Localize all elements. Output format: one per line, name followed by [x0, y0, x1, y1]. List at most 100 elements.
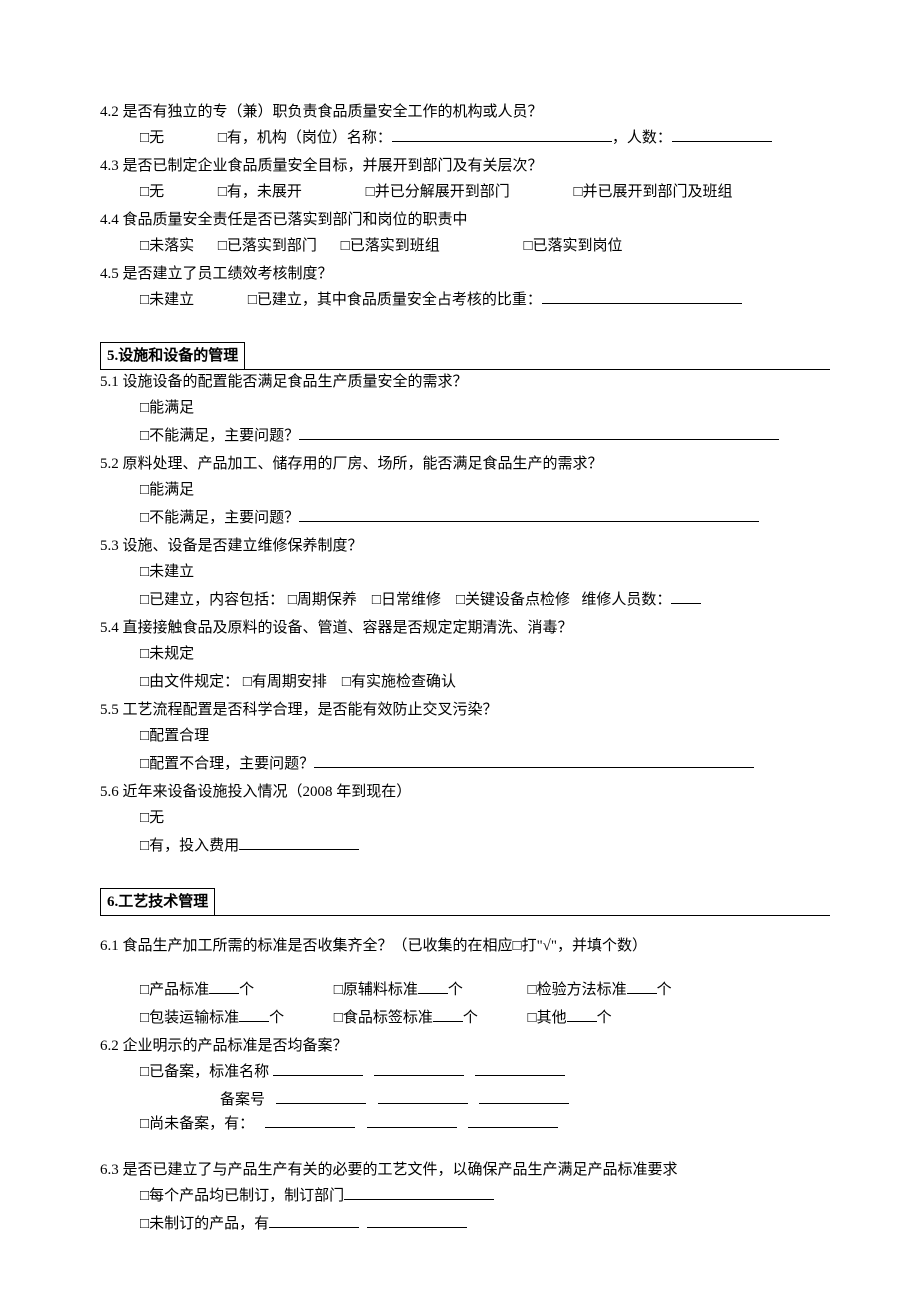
question-5-3: 5.3 设施、设备是否建立维修保养制度？ [100, 534, 830, 558]
question-6-1: 6.1 食品生产加工所需的标准是否收集齐全？（已收集的在相应□打"√"，并填个数… [100, 934, 830, 958]
checkbox-icon[interactable] [334, 1010, 343, 1026]
checkbox-icon[interactable] [140, 838, 149, 854]
opt-5-6-1: 无 [149, 810, 164, 826]
opt-5-6-2: 有，投入费用 [149, 838, 239, 854]
opt-5-5-2: 配置不合理，主要问题？ [149, 756, 314, 772]
opt-5-1-1: 能满足 [149, 400, 194, 416]
checkbox-icon[interactable] [140, 810, 149, 826]
label-count: ，人数： [612, 130, 672, 146]
checkbox-icon[interactable] [140, 592, 149, 608]
checkbox-icon[interactable] [140, 1188, 149, 1204]
opt-6-1-6: 其他 [537, 1010, 567, 1026]
checkbox-icon[interactable] [140, 238, 149, 254]
opt-5-5-1: 配置合理 [149, 728, 209, 744]
blank-count[interactable] [672, 141, 772, 142]
opt-6-1-2: 原辅料标准 [343, 982, 418, 998]
checkbox-icon[interactable] [341, 238, 350, 254]
checkbox-icon[interactable] [523, 238, 532, 254]
blank-5-1[interactable] [299, 439, 779, 440]
blank-6-2-1c[interactable] [475, 1075, 565, 1076]
checkbox-icon[interactable] [372, 592, 381, 608]
opt-5-4-2-prefix: 由文件规定： [149, 674, 239, 690]
checkbox-icon[interactable] [140, 1010, 149, 1026]
checkbox-icon[interactable] [140, 510, 149, 526]
checkbox-icon[interactable] [140, 982, 149, 998]
blank-6-2-2b[interactable] [367, 1127, 457, 1128]
unit: 个 [657, 982, 672, 998]
checkbox-icon[interactable] [218, 238, 227, 254]
checkbox-icon[interactable] [528, 1010, 537, 1026]
checkbox-icon[interactable] [140, 646, 149, 662]
opt-4-5-2: 已建立，其中食品质量安全占考核的比重： [257, 292, 542, 308]
blank-weight[interactable] [542, 303, 742, 304]
blank-6-1-5[interactable] [433, 1021, 463, 1022]
blank-6-2-rc[interactable] [479, 1103, 569, 1104]
checkbox-icon[interactable] [140, 1064, 149, 1080]
blank-org-name[interactable] [392, 141, 612, 142]
options-5-4-b: 由文件规定： 有周期安排 有实施检查确认 [100, 670, 830, 694]
blank-6-2-1b[interactable] [374, 1075, 464, 1076]
blank-6-2-1a[interactable] [273, 1075, 363, 1076]
options-4-5: 未建立 已建立，其中食品质量安全占考核的比重： [100, 288, 830, 312]
blank-5-2[interactable] [299, 521, 759, 522]
blank-5-3[interactable] [671, 603, 701, 604]
opt-4-4-4: 已落实到岗位 [533, 238, 623, 254]
checkbox-icon[interactable] [218, 184, 227, 200]
blank-6-1-3[interactable] [627, 993, 657, 994]
opt-5-4-2b: 有实施检查确认 [351, 674, 456, 690]
options-5-6-b: 有，投入费用 [100, 834, 830, 858]
checkbox-icon[interactable] [140, 292, 149, 308]
opt-6-1-4: 包装运输标准 [149, 1010, 239, 1026]
checkbox-icon[interactable] [140, 1116, 149, 1132]
checkbox-icon[interactable] [140, 482, 149, 498]
opt-6-1-5: 食品标签标准 [343, 1010, 433, 1026]
checkbox-icon[interactable] [334, 982, 343, 998]
checkbox-icon[interactable] [140, 400, 149, 416]
question-4-3: 4.3 是否已制定企业食品质量安全目标，并展开到部门及有关层次？ [100, 154, 830, 178]
opt-5-3-2c: 关键设备点检修 [465, 592, 570, 608]
options-6-2-reg: 备案号 [100, 1088, 830, 1112]
checkbox-icon[interactable] [140, 184, 149, 200]
opt-6-1-1: 产品标准 [149, 982, 209, 998]
blank-6-1-4[interactable] [239, 1021, 269, 1022]
checkbox-icon[interactable] [243, 674, 252, 690]
opt-4-5-1: 未建立 [149, 292, 194, 308]
blank-5-5[interactable] [314, 767, 754, 768]
question-5-5: 5.5 工艺流程配置是否科学合理，是否能有效防止交叉污染？ [100, 698, 830, 722]
blank-6-2-rb[interactable] [378, 1103, 468, 1104]
checkbox-icon[interactable] [140, 130, 149, 146]
checkbox-icon[interactable] [342, 674, 351, 690]
question-4-4: 4.4 食品质量安全责任是否已落实到部门和岗位的职责中 [100, 208, 830, 232]
blank-6-1-6[interactable] [567, 1021, 597, 1022]
opt-5-3-suffix: 维修人员数： [581, 592, 671, 608]
checkbox-icon[interactable] [140, 728, 149, 744]
checkbox-icon[interactable] [140, 674, 149, 690]
checkbox-icon[interactable] [140, 428, 149, 444]
blank-6-3-1[interactable] [344, 1199, 494, 1200]
checkbox-icon[interactable] [366, 184, 375, 200]
blank-6-3-2a[interactable] [269, 1227, 359, 1228]
options-5-5-a: 配置合理 [100, 724, 830, 748]
unit: 个 [448, 982, 463, 998]
blank-6-3-2b[interactable] [367, 1227, 467, 1228]
checkbox-icon[interactable] [528, 982, 537, 998]
blank-6-2-ra[interactable] [276, 1103, 366, 1104]
checkbox-icon[interactable] [248, 292, 257, 308]
blank-5-6[interactable] [239, 849, 359, 850]
checkbox-icon[interactable] [140, 756, 149, 772]
question-6-2: 6.2 企业明示的产品标准是否均备案？ [100, 1034, 830, 1058]
options-6-1-row2: 包装运输标准个 食品标签标准个 其他个 [100, 1006, 830, 1030]
blank-6-1-2[interactable] [418, 993, 448, 994]
checkbox-icon[interactable] [573, 184, 582, 200]
blank-6-2-2a[interactable] [265, 1127, 355, 1128]
checkbox-icon[interactable] [218, 130, 227, 146]
checkbox-icon[interactable] [288, 592, 297, 608]
checkbox-icon[interactable] [456, 592, 465, 608]
blank-6-1-1[interactable] [209, 993, 239, 994]
section-6-header-row: 6.工艺技术管理 [100, 888, 830, 916]
section-5-header: 5.设施和设备的管理 [100, 342, 245, 370]
checkbox-icon[interactable] [140, 1216, 149, 1232]
blank-6-2-2c[interactable] [468, 1127, 558, 1128]
checkbox-icon[interactable] [140, 564, 149, 580]
options-4-2: 无 有，机构（岗位）名称：，人数： [100, 126, 830, 150]
